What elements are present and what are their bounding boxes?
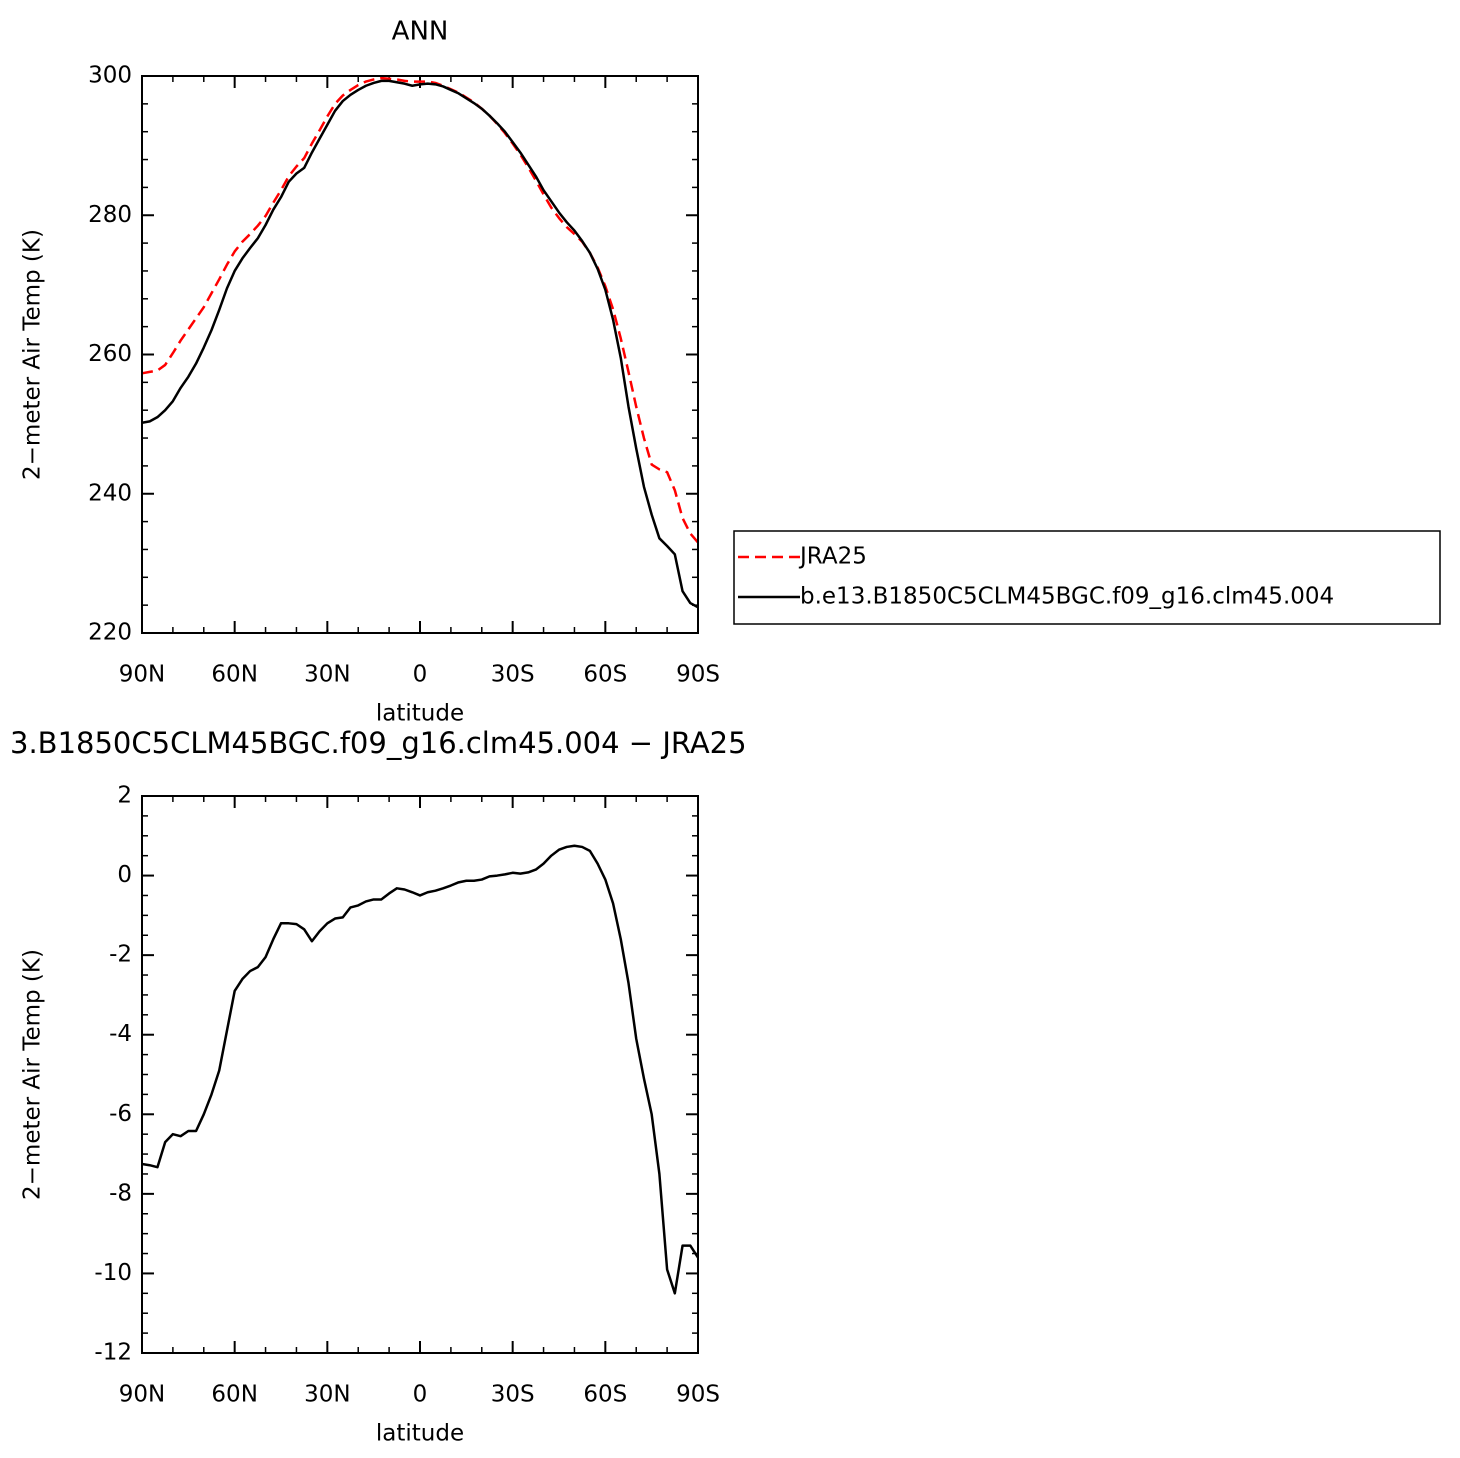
x-tick-label: 30S xyxy=(491,662,535,688)
legend-label: b.e13.B1850C5CLM45BGC.f09_g16.clm45.004 xyxy=(800,584,1334,610)
chart-title: 3.B1850C5CLM45BGC.f09_g16.clm45.004 − JR… xyxy=(10,726,747,760)
x-tick-label: 60N xyxy=(211,1382,257,1408)
data-line xyxy=(141,844,700,1295)
x-tick-label: 30N xyxy=(304,1382,350,1408)
x-axis-label: latitude xyxy=(376,1421,464,1447)
x-tick-label: 90S xyxy=(676,662,720,688)
legend-box xyxy=(733,530,1441,625)
x-tick-label: 60S xyxy=(583,662,627,688)
x-tick-label: 60S xyxy=(583,1382,627,1408)
y-tick-label: 280 xyxy=(88,202,132,228)
y-tick-label: 260 xyxy=(88,341,132,367)
x-tick-label: 90N xyxy=(119,662,165,688)
y-tick-label: -2 xyxy=(109,942,132,968)
y-axis-label: 2−meter Air Temp (K) xyxy=(20,949,46,1200)
y-axis-label: 2−meter Air Temp (K) xyxy=(20,229,46,480)
y-tick-label: -12 xyxy=(94,1340,132,1366)
x-tick-label: 60N xyxy=(211,662,257,688)
data-line xyxy=(141,79,699,609)
x-axis-label: latitude xyxy=(376,701,464,727)
y-tick-label: 220 xyxy=(88,620,132,646)
y-tick-label: 300 xyxy=(88,63,132,89)
x-tick-label: 0 xyxy=(413,662,428,688)
x-tick-label: 90S xyxy=(676,1382,720,1408)
y-tick-label: -6 xyxy=(109,1101,132,1127)
y-tick-label: 0 xyxy=(117,862,132,888)
x-tick-label: 30N xyxy=(304,662,350,688)
legend-label: JRA25 xyxy=(798,544,867,570)
x-tick-label: 0 xyxy=(413,1382,428,1408)
y-tick-label: 2 xyxy=(117,783,132,809)
chart-title: ANN xyxy=(392,17,449,47)
data-line xyxy=(141,76,699,544)
plot-frame xyxy=(141,75,699,634)
x-tick-label: 90N xyxy=(119,1382,165,1408)
y-tick-label: -10 xyxy=(94,1260,132,1286)
plot-frame xyxy=(141,795,699,1354)
y-tick-label: -4 xyxy=(109,1021,132,1047)
y-tick-label: -8 xyxy=(109,1180,132,1206)
y-tick-label: 240 xyxy=(88,480,132,506)
x-tick-label: 30S xyxy=(491,1382,535,1408)
